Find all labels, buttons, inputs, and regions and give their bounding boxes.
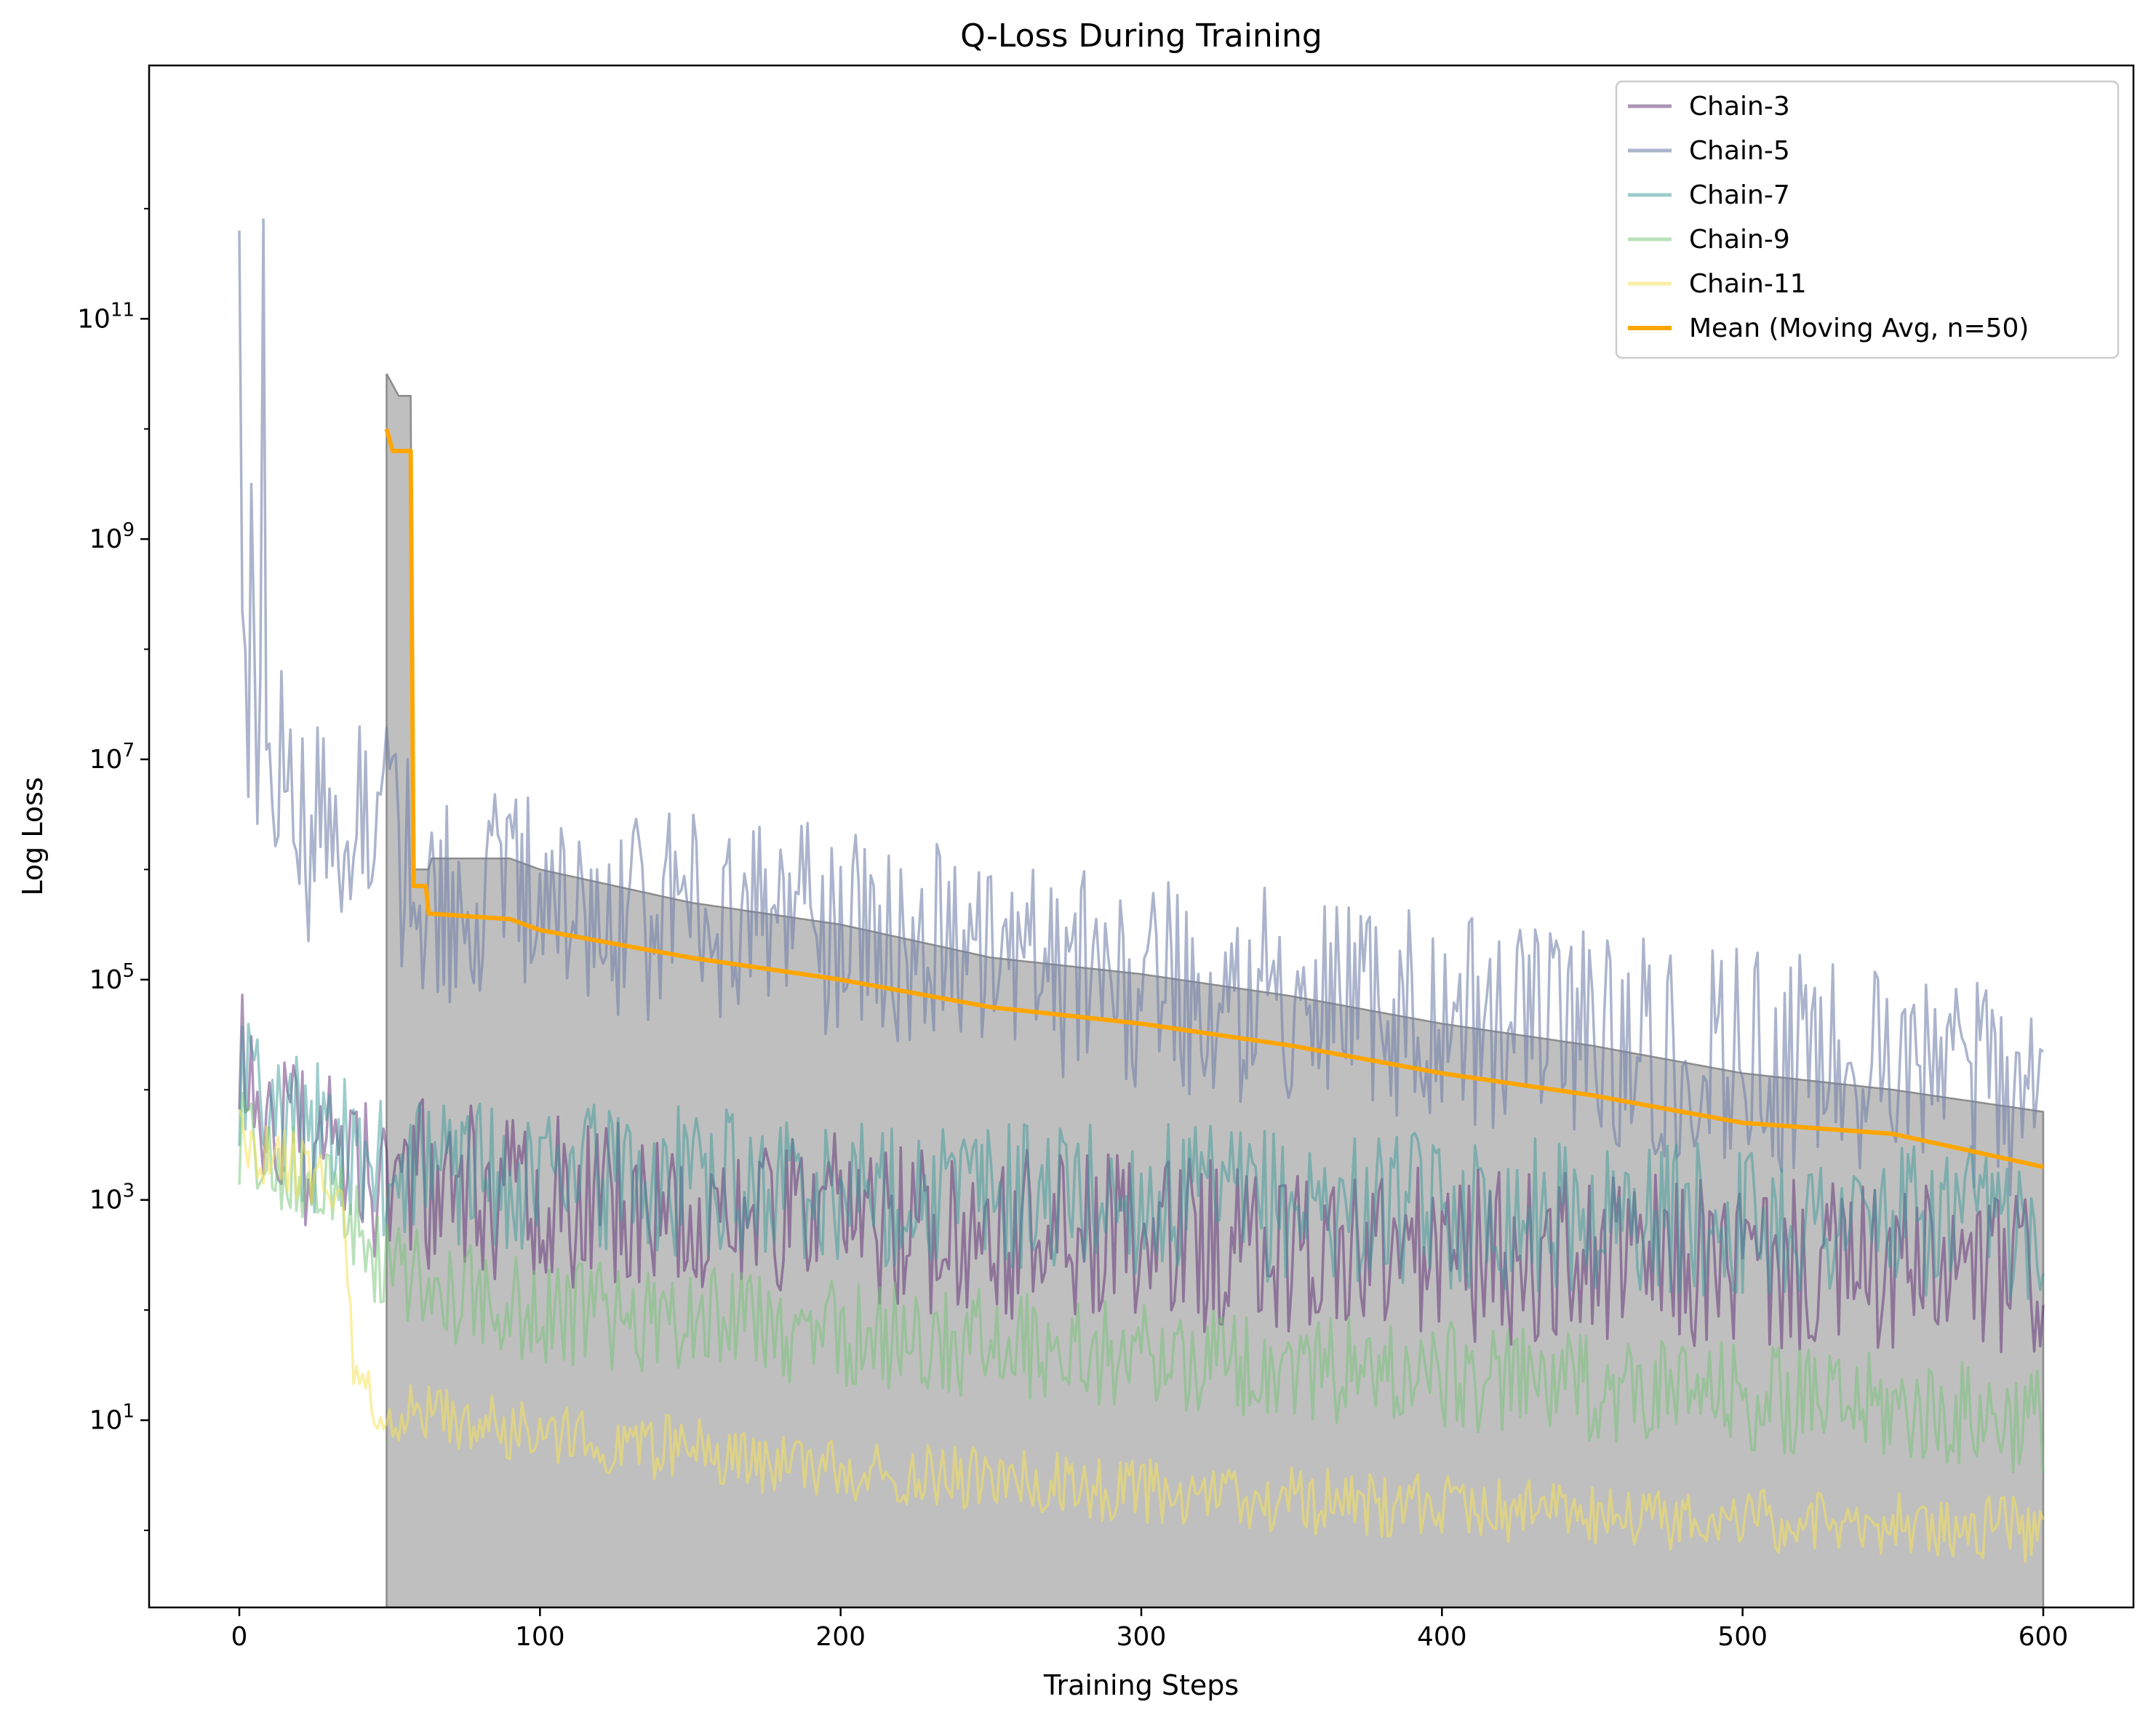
series-line-3 (238, 1092, 2045, 1474)
series-line-mean (384, 428, 2044, 1170)
legend-box (1615, 80, 2120, 359)
x-tick-label: 400 (1417, 1622, 1467, 1652)
x-tick-label: 200 (815, 1622, 866, 1652)
y-tick-label: 109 (89, 519, 135, 554)
x-axis-label: Training Steps (1043, 1669, 1239, 1701)
x-axis-ticks: 0 100 200 300 400 500 600 (231, 1607, 2069, 1652)
x-tick-label: 500 (1717, 1622, 1768, 1652)
x-tick-label: 0 (231, 1622, 248, 1652)
x-tick-label: 600 (2019, 1622, 2069, 1652)
legend-label: Chain-7 (1689, 180, 1790, 210)
legend-label: Chain-9 (1689, 225, 1790, 255)
series-line-2 (238, 1023, 2045, 1301)
y-tick-label: 101 (89, 1401, 135, 1436)
y-tick-label: 1011 (77, 299, 135, 334)
y-tick-label: 105 (89, 960, 135, 995)
series-line-4 (238, 1109, 2045, 1564)
legend-label: Mean (Moving Avg, n=50) (1689, 313, 2029, 343)
chart-title: Q-Loss During Training (960, 17, 1322, 55)
legend-label: Chain-11 (1689, 269, 1807, 299)
y-tick-label: 103 (89, 1180, 135, 1215)
plot-area (238, 218, 2045, 1607)
y-axis-label: Log Loss (17, 777, 49, 895)
range-band (386, 373, 2045, 1607)
x-tick-label: 300 (1117, 1622, 1167, 1652)
legend-label: Chain-5 (1689, 136, 1790, 166)
series-line-1 (238, 218, 2045, 1197)
legend: Chain-3 Chain-5 Chain-7 Chain-9 Chain-11 Mean… (1615, 80, 2120, 359)
y-axis-ticks: 101 103 105 107 109 1011 (77, 207, 149, 1531)
legend-label: Chain-3 (1689, 92, 1790, 121)
x-tick-label: 100 (515, 1622, 565, 1652)
y-tick-label: 107 (89, 740, 135, 775)
